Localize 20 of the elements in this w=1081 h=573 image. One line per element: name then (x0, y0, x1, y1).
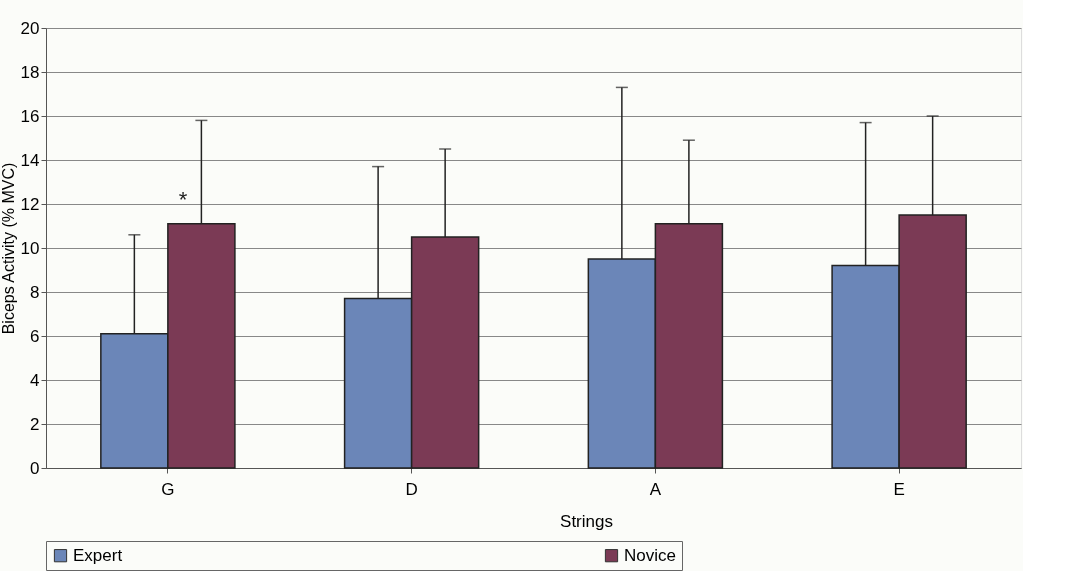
y-tick-label: 18 (20, 62, 40, 82)
x-tick-label: E (893, 479, 905, 499)
x-tick-label: D (405, 479, 418, 499)
y-axis-title: Biceps Activity (% MVC) (0, 162, 17, 335)
legend-label: Expert (73, 545, 123, 565)
y-tick-label: 8 (30, 282, 40, 302)
y-tick-label: 16 (20, 106, 40, 126)
x-tick-label: G (161, 479, 175, 499)
y-tick-label: 6 (30, 326, 40, 346)
annotation: * (178, 187, 188, 212)
y-tick-label: 10 (20, 238, 40, 258)
y-tick-label: 4 (30, 370, 40, 390)
y-tick-label: 2 (30, 414, 40, 434)
y-tick-label: 0 (30, 458, 40, 478)
x-axis-title: Strings (560, 511, 613, 531)
x-tick-label: A (649, 479, 662, 499)
y-tick-label: 14 (20, 150, 40, 170)
y-tick-label: 20 (20, 18, 40, 38)
y-tick-label: 12 (20, 194, 40, 214)
legend-label: Novice (624, 545, 676, 565)
